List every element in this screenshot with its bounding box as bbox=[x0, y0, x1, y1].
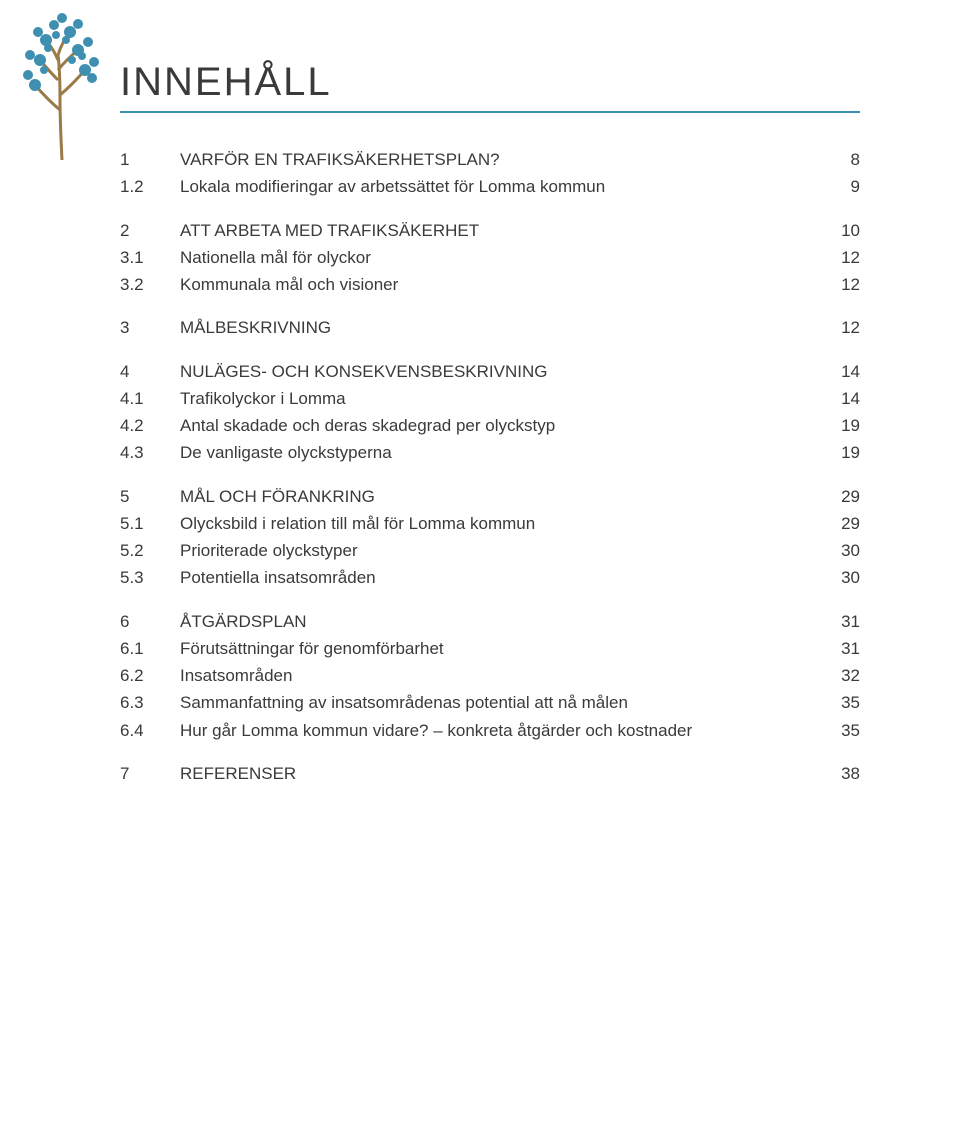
toc-title: Insatsområden bbox=[180, 665, 820, 686]
toc-page: 29 bbox=[820, 513, 860, 534]
page: INNEHÅLL 1VARFÖR EN TRAFIKSÄKERHETSPLAN?… bbox=[0, 0, 960, 1123]
toc-page: 9 bbox=[820, 176, 860, 197]
toc-row: 6.4Hur går Lomma kommun vidare? – konkre… bbox=[120, 720, 860, 741]
toc-title: De vanligaste olyckstyperna bbox=[180, 442, 820, 463]
toc-number: 6 bbox=[120, 611, 180, 632]
toc-number: 3 bbox=[120, 317, 180, 338]
toc-number: 6.1 bbox=[120, 638, 180, 659]
toc-title: Hur går Lomma kommun vidare? – konkreta … bbox=[180, 720, 820, 741]
toc-row: 4NULÄGES- OCH KONSEKVENSBESKRIVNING14 bbox=[120, 361, 860, 382]
toc-row: 6.3Sammanfattning av insatsområdenas pot… bbox=[120, 692, 860, 713]
toc-row: 3.1Nationella mål för olyckor12 bbox=[120, 247, 860, 268]
toc-page: 10 bbox=[820, 220, 860, 241]
toc-page: 35 bbox=[820, 720, 860, 741]
toc-row: 6.2Insatsområden32 bbox=[120, 665, 860, 686]
toc-row: 4.2Antal skadade och deras skadegrad per… bbox=[120, 415, 860, 436]
page-title: INNEHÅLL bbox=[120, 60, 860, 105]
toc-title: Kommunala mål och visioner bbox=[180, 274, 820, 295]
toc-number: 1.2 bbox=[120, 176, 180, 197]
toc-page: 12 bbox=[820, 274, 860, 295]
toc-row: 5MÅL OCH FÖRANKRING29 bbox=[120, 486, 860, 507]
toc-row: 5.2Prioriterade olyckstyper30 bbox=[120, 540, 860, 561]
toc-page: 31 bbox=[820, 611, 860, 632]
toc-number: 4.2 bbox=[120, 415, 180, 436]
toc-page: 31 bbox=[820, 638, 860, 659]
toc-row: 1VARFÖR EN TRAFIKSÄKERHETSPLAN?8 bbox=[120, 149, 860, 170]
tree-logo-icon bbox=[0, 0, 130, 160]
toc-row: 1.2Lokala modifieringar av arbetssättet … bbox=[120, 176, 860, 197]
toc-number: 5.2 bbox=[120, 540, 180, 561]
toc-title: VARFÖR EN TRAFIKSÄKERHETSPLAN? bbox=[180, 149, 820, 170]
toc-page: 30 bbox=[820, 540, 860, 561]
toc-title: Nationella mål för olyckor bbox=[180, 247, 820, 268]
toc-number: 4 bbox=[120, 361, 180, 382]
toc-title: Sammanfattning av insatsområdenas potent… bbox=[180, 692, 820, 713]
toc-row: 4.3De vanligaste olyckstyperna19 bbox=[120, 442, 860, 463]
toc-row: 6.1Förutsättningar för genomförbarhet31 bbox=[120, 638, 860, 659]
toc-number: 4.1 bbox=[120, 388, 180, 409]
table-of-contents: 1VARFÖR EN TRAFIKSÄKERHETSPLAN?8 1.2Lokal… bbox=[120, 149, 860, 784]
toc-title: Olycksbild i relation till mål för Lomma… bbox=[180, 513, 820, 534]
toc-title: Förutsättningar för genomförbarhet bbox=[180, 638, 820, 659]
toc-page: 14 bbox=[820, 388, 860, 409]
toc-number: 3.2 bbox=[120, 274, 180, 295]
toc-title: Trafikolyckor i Lomma bbox=[180, 388, 820, 409]
toc-row: 3.2Kommunala mål och visioner12 bbox=[120, 274, 860, 295]
toc-title: ATT ARBETA MED TRAFIKSÄKERHET bbox=[180, 220, 820, 241]
toc-number: 6.4 bbox=[120, 720, 180, 741]
toc-number: 6.2 bbox=[120, 665, 180, 686]
toc-page: 12 bbox=[820, 317, 860, 338]
toc-number: 3.1 bbox=[120, 247, 180, 268]
toc-title: Antal skadade och deras skadegrad per ol… bbox=[180, 415, 820, 436]
toc-row: 7REFERENSER38 bbox=[120, 763, 860, 784]
toc-page: 30 bbox=[820, 567, 860, 588]
toc-title: NULÄGES- OCH KONSEKVENSBESKRIVNING bbox=[180, 361, 820, 382]
toc-number: 7 bbox=[120, 763, 180, 784]
toc-number: 5.3 bbox=[120, 567, 180, 588]
toc-number: 5 bbox=[120, 486, 180, 507]
toc-title: ÅTGÄRDSPLAN bbox=[180, 611, 820, 632]
toc-number: 6.3 bbox=[120, 692, 180, 713]
toc-row: 5.3Potentiella insatsområden30 bbox=[120, 567, 860, 588]
toc-title: MÅL OCH FÖRANKRING bbox=[180, 486, 820, 507]
toc-page: 8 bbox=[820, 149, 860, 170]
toc-page: 38 bbox=[820, 763, 860, 784]
toc-row: 5.1Olycksbild i relation till mål för Lo… bbox=[120, 513, 860, 534]
toc-title: Prioriterade olyckstyper bbox=[180, 540, 820, 561]
toc-title: REFERENSER bbox=[180, 763, 820, 784]
toc-number: 4.3 bbox=[120, 442, 180, 463]
toc-number: 5.1 bbox=[120, 513, 180, 534]
title-rule bbox=[120, 111, 860, 113]
toc-page: 14 bbox=[820, 361, 860, 382]
toc-page: 29 bbox=[820, 486, 860, 507]
toc-number: 2 bbox=[120, 220, 180, 241]
toc-title: Lokala modifieringar av arbetssättet för… bbox=[180, 176, 820, 197]
toc-row: 2ATT ARBETA MED TRAFIKSÄKERHET10 bbox=[120, 220, 860, 241]
toc-page: 35 bbox=[820, 692, 860, 713]
toc-page: 12 bbox=[820, 247, 860, 268]
toc-row: 4.1Trafikolyckor i Lomma14 bbox=[120, 388, 860, 409]
toc-page: 19 bbox=[820, 415, 860, 436]
toc-row: 3MÅLBESKRIVNING12 bbox=[120, 317, 860, 338]
toc-page: 32 bbox=[820, 665, 860, 686]
toc-row: 6ÅTGÄRDSPLAN31 bbox=[120, 611, 860, 632]
toc-title: Potentiella insatsområden bbox=[180, 567, 820, 588]
toc-page: 19 bbox=[820, 442, 860, 463]
toc-title: MÅLBESKRIVNING bbox=[180, 317, 820, 338]
